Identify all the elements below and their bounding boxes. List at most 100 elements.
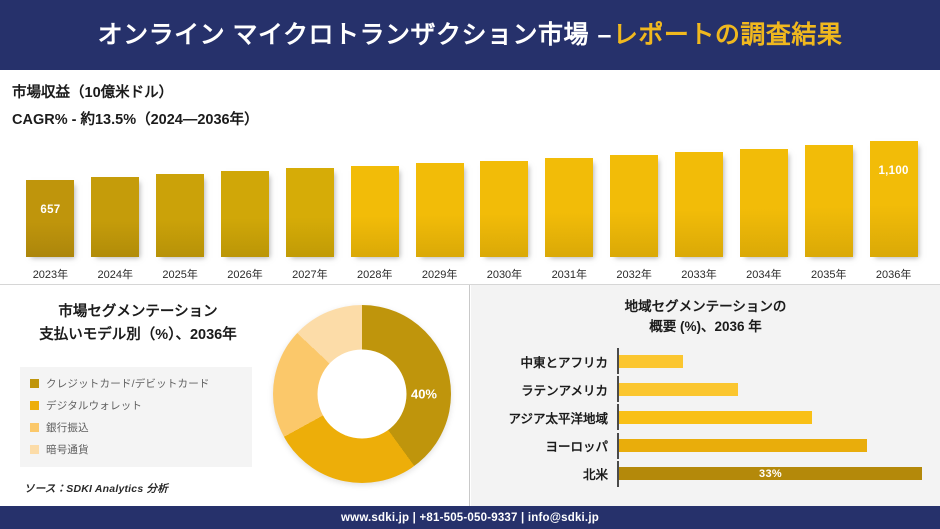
- revenue-bar: [91, 176, 140, 257]
- legend-item-label: 暗号通貨: [46, 444, 89, 456]
- page-title-main: オンライン マイクロトランザクション市場: [97, 20, 597, 49]
- bar-column: 2024年: [83, 144, 148, 282]
- regional-bar: 33%: [619, 467, 922, 481]
- regional-bar-label: アジア太平洋地域: [508, 411, 608, 426]
- revenue-bar: [804, 145, 853, 257]
- regional-bar-label: ヨーロッパ: [545, 440, 608, 455]
- regional-panel: 地域セグメンテーションの 概要 (%)、2036 年 中東とアフリカ ラテンアメリ…: [470, 285, 940, 506]
- regional-bar-row: 中東とアフリカ: [489, 348, 922, 375]
- bar-column: 657 2023年: [18, 144, 83, 282]
- bar-column: 2032年: [602, 144, 667, 282]
- regional-bar-label: 中東とアフリカ: [520, 355, 608, 370]
- bar-wrapper: [796, 144, 861, 257]
- segmentation-legend: クレジットカード/デビットカード デジタルウォレット 銀行振込暗号通貨: [20, 367, 252, 467]
- revenue-chart-labels: 市場収益（10億米ドル） CAGR% - 約13.5%（2024―2036年）: [12, 80, 259, 134]
- bar-wrapper: [731, 144, 796, 257]
- page-title: オンライン マイクロトランザクション市場 –レポートの調査結果: [97, 20, 843, 49]
- regional-bar-track: 33%: [617, 460, 922, 487]
- legend-swatch-icon: [30, 445, 39, 454]
- page-footer: www.sdki.jp | +81-505-050-9337 | info@sd…: [0, 506, 940, 529]
- legend-swatch-icon: [30, 379, 39, 388]
- bar-column: 2026年: [213, 144, 278, 282]
- revenue-bar: [415, 162, 464, 257]
- regional-bar-track: [617, 376, 922, 403]
- revenue-bar: 1,100: [869, 141, 918, 257]
- bar-wrapper: [407, 144, 472, 257]
- footer-contact-text: www.sdki.jp | +81-505-050-9337 | info@sd…: [341, 511, 599, 524]
- regional-bar: [619, 382, 739, 396]
- bar-wrapper: [342, 144, 407, 257]
- revenue-bar: [545, 157, 594, 257]
- revenue-bar-chart: 657 2023年 2024年 2025年 2026年 2027年 2028年 2029年 20…: [18, 141, 926, 282]
- bar-x-label: 2031年: [551, 269, 588, 281]
- regional-bar-row: 北米 33%: [489, 460, 922, 487]
- regional-bar-row: アジア太平洋地域: [489, 404, 922, 431]
- regional-title-line-1: 地域セグメンテーションの: [624, 299, 787, 314]
- segmentation-panel: 市場セグメンテーション 支払いモデル別（%）、2036年 クレジットカード/デビ…: [0, 285, 470, 506]
- segmentation-title: 市場セグメンテーション 支払いモデル別（%）、2036年: [14, 301, 262, 347]
- revenue-label-line-1: 市場収益（10億米ドル）: [12, 85, 174, 101]
- bar-column: 2027年: [277, 144, 342, 282]
- bar-column: 2031年: [537, 144, 602, 282]
- bar-x-label: 2029年: [421, 269, 458, 281]
- bar-x-label: 2033年: [681, 269, 717, 281]
- revenue-bar: [285, 167, 334, 257]
- legend-item: デジタルウォレット: [30, 398, 242, 413]
- regional-bar-label: 北米: [582, 468, 608, 483]
- regional-bar: [619, 354, 684, 368]
- donut-hole: [317, 349, 407, 439]
- legend-item-label: 銀行振込: [46, 422, 89, 434]
- bar-wrapper: [667, 144, 732, 257]
- bottom-section: 市場セグメンテーション 支払いモデル別（%）、2036年 クレジットカード/デビ…: [0, 285, 940, 506]
- page-title-dash: –: [597, 20, 612, 49]
- regional-bar-chart: 中東とアフリカ ラテンアメリカアジア太平洋地域ヨーロッパ北米 33%: [489, 347, 922, 488]
- bar-column: 2033年: [667, 144, 732, 282]
- page-header: オンライン マイクロトランザクション市場 –レポートの調査結果: [0, 0, 940, 72]
- regional-bar: [619, 410, 812, 424]
- bar-wrapper: [602, 144, 667, 257]
- bar-column: 2025年: [148, 144, 213, 282]
- bar-x-label: 2035年: [811, 269, 847, 281]
- regional-bar-value-label: 33%: [759, 467, 782, 480]
- revenue-label-line-2: CAGR% - 約13.5%（2024―2036年）: [12, 111, 259, 128]
- bar-x-label: 2036年: [875, 269, 912, 281]
- bar-wrapper: [148, 144, 213, 257]
- revenue-bar: [610, 155, 659, 257]
- bar-wrapper: 1,100: [861, 141, 926, 257]
- legend-item: クレジットカード/デビットカード: [30, 376, 242, 391]
- regional-bar-row: ヨーロッパ: [489, 432, 922, 459]
- bar-column: 2030年: [472, 144, 537, 282]
- regional-bar-row: ラテンアメリカ: [489, 376, 922, 403]
- legend-swatch-icon: [30, 401, 39, 410]
- source-note: ソース：SDKI Analytics 分析: [24, 483, 168, 495]
- page-title-accent: レポートの調査結果: [612, 20, 843, 49]
- bar-x-label: 2030年: [486, 269, 523, 281]
- legend-item: 銀行振込: [30, 420, 242, 435]
- bar-column: 2035年: [796, 144, 861, 282]
- regional-bar-track: [617, 404, 922, 431]
- regional-bar: [619, 439, 867, 453]
- bar-wrapper: [213, 144, 278, 257]
- legend-item-label: クレジットカード/デビットカード: [46, 378, 210, 390]
- legend-item-label: デジタルウォレット: [46, 400, 143, 412]
- regional-bar-label: ラテンアメリカ: [521, 383, 608, 398]
- donut-slice-label: 40%: [410, 386, 437, 402]
- bar-column: 2034年: [731, 144, 796, 282]
- regional-bar-track: [617, 348, 922, 375]
- bar-wrapper: 657: [18, 144, 83, 257]
- revenue-bar: [675, 152, 724, 257]
- bar-x-label: 2023年: [32, 269, 69, 281]
- revenue-bar: [480, 160, 529, 257]
- bar-x-label: 2034年: [746, 269, 782, 281]
- bar-value-label: 657: [40, 204, 61, 217]
- bar-x-label: 2032年: [616, 269, 652, 281]
- bar-wrapper: [83, 144, 148, 257]
- bar-x-label: 2027年: [292, 269, 328, 281]
- donut-ring: 40%: [273, 305, 451, 483]
- bar-column: 2028年: [342, 144, 407, 282]
- bar-column: 1,100 2036年: [861, 141, 926, 282]
- bar-column: 2029年: [407, 144, 472, 282]
- regional-bar-track: [617, 432, 922, 459]
- segmentation-title-line-1: 市場セグメンテーション: [58, 304, 218, 320]
- revenue-chart-panel: 市場収益（10億米ドル） CAGR% - 約13.5%（2024―2036年） …: [0, 72, 940, 285]
